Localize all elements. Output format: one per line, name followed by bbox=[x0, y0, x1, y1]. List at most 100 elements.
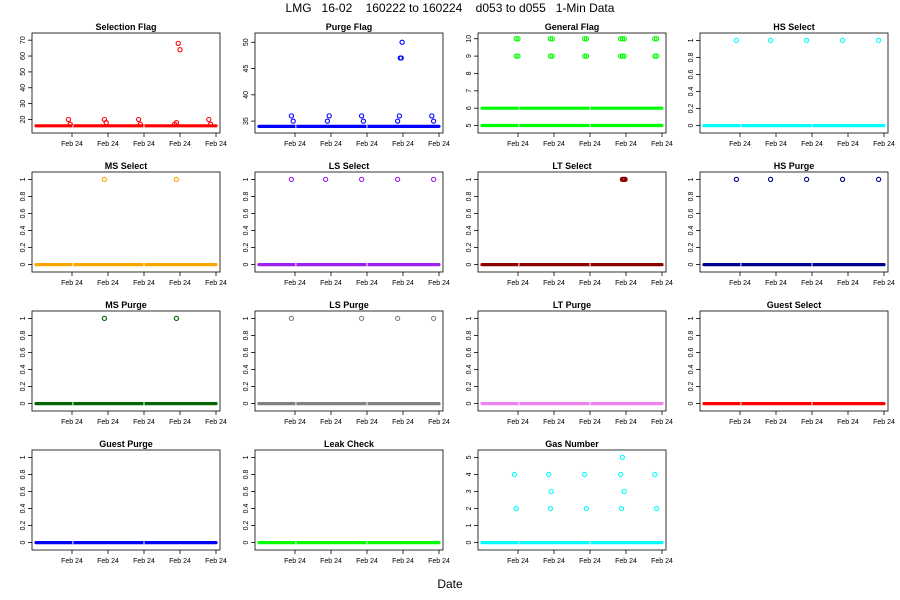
x-tick-label: Feb 24 bbox=[729, 419, 751, 426]
y-tick-label: 10 bbox=[466, 35, 473, 43]
data-point bbox=[288, 315, 295, 322]
y-tick-label: 0 bbox=[466, 263, 473, 267]
y-tick-label: 0.6 bbox=[243, 209, 250, 219]
x-tick-label: Feb 24 bbox=[801, 280, 823, 287]
panel-hs-select: HS Select 0 0.2 0.4 0.6 0.8 1 Feb 24 Feb 24 Feb 2… bbox=[688, 22, 895, 148]
x-tick-label: Feb 24 bbox=[729, 280, 751, 287]
x-tick-label: Feb 24 bbox=[392, 141, 414, 148]
y-tick-label: 9 bbox=[466, 54, 473, 58]
y-tick-label: 1 bbox=[20, 177, 27, 181]
plot-frame bbox=[477, 171, 667, 273]
panel-title: Leak Check bbox=[324, 439, 375, 449]
panel-title: Gas Number bbox=[545, 439, 599, 449]
y-tick-label: 0.8 bbox=[243, 191, 250, 201]
data-point bbox=[101, 176, 108, 183]
y-tick-label: 1 bbox=[243, 177, 250, 181]
panel-ls-select: LS Select 0 0.2 0.4 0.6 0.8 1 Feb 24 Feb 24 Feb 2… bbox=[243, 161, 450, 287]
x-tick-label: Feb 24 bbox=[729, 141, 751, 148]
x-tick-label: Feb 24 bbox=[543, 419, 565, 426]
data-point bbox=[206, 116, 212, 123]
y-tick-label: 0.4 bbox=[243, 504, 250, 514]
y-tick-label: 3 bbox=[466, 489, 473, 493]
y-tick-label: 0.6 bbox=[688, 348, 695, 358]
x-tick-label: Feb 24 bbox=[579, 141, 601, 148]
x-tick-label: Feb 24 bbox=[507, 141, 529, 148]
x-tick-label: Feb 24 bbox=[615, 558, 637, 565]
plot-frame bbox=[31, 449, 221, 551]
panel-ls-purge: LS Purge 0 0.2 0.4 0.6 0.8 1 Feb 24 Feb 24 Feb 24… bbox=[243, 300, 450, 426]
panel-title: HS Select bbox=[773, 22, 815, 32]
data-point bbox=[733, 176, 740, 183]
data-point bbox=[549, 53, 555, 59]
data-point bbox=[839, 37, 846, 44]
data-point bbox=[358, 113, 365, 119]
x-tick-label: Feb 24 bbox=[320, 558, 342, 565]
panel-title: MS Select bbox=[105, 161, 148, 171]
data-point bbox=[394, 315, 401, 322]
y-tick-label: 0.8 bbox=[243, 330, 250, 340]
data-point bbox=[622, 176, 628, 183]
x-tick-label: Feb 24 bbox=[133, 558, 155, 565]
y-tick-label: 0.8 bbox=[688, 191, 695, 201]
data-point bbox=[515, 53, 521, 59]
x-tick-label: Feb 24 bbox=[801, 141, 823, 148]
y-tick-label: 40 bbox=[243, 91, 250, 99]
data-point bbox=[618, 505, 625, 512]
x-tick-label: Feb 24 bbox=[651, 141, 673, 148]
data-point bbox=[399, 39, 405, 45]
y-tick-label: 7 bbox=[466, 89, 473, 93]
data-point bbox=[326, 113, 332, 119]
x-tick-label: Feb 24 bbox=[543, 141, 565, 148]
data-point bbox=[288, 113, 295, 119]
y-tick-label: 5 bbox=[466, 455, 473, 459]
y-tick-label: 40 bbox=[20, 84, 27, 92]
data-point bbox=[549, 36, 555, 42]
y-tick-label: 0.2 bbox=[688, 104, 695, 114]
y-tick-label: 50 bbox=[243, 38, 250, 46]
data-point bbox=[430, 118, 437, 124]
data-point bbox=[621, 53, 627, 59]
y-tick-label: 0 bbox=[243, 541, 250, 545]
data-point bbox=[767, 37, 774, 44]
x-tick-label: Feb 24 bbox=[320, 419, 342, 426]
panel-title: LS Select bbox=[329, 161, 370, 171]
y-tick-label: 1 bbox=[688, 38, 695, 42]
data-point bbox=[430, 315, 437, 322]
y-tick-label: 0.2 bbox=[688, 243, 695, 253]
y-tick-label: 1 bbox=[20, 316, 27, 320]
x-tick-label: Feb 24 bbox=[392, 558, 414, 565]
x-tick-label: Feb 24 bbox=[615, 419, 637, 426]
y-tick-label: 0.4 bbox=[688, 226, 695, 236]
data-point bbox=[173, 176, 180, 183]
x-tick-label: Feb 24 bbox=[428, 280, 450, 287]
y-tick-label: 0.4 bbox=[688, 87, 695, 97]
x-tick-label: Feb 24 bbox=[97, 419, 119, 426]
plot-frame bbox=[699, 171, 889, 273]
panel-ms-purge: MS Purge 0 0.2 0.4 0.6 0.8 1 Feb 24 Feb 24 Feb 24… bbox=[20, 300, 227, 426]
y-tick-label: 20 bbox=[20, 115, 27, 123]
y-tick-label: 45 bbox=[243, 65, 250, 73]
y-tick-label: 1 bbox=[243, 316, 250, 320]
plot-frame bbox=[477, 32, 667, 134]
data-point bbox=[548, 488, 554, 495]
y-tick-label: 50 bbox=[20, 68, 27, 76]
data-point bbox=[583, 36, 590, 42]
y-tick-label: 35 bbox=[243, 117, 250, 125]
x-tick-label: Feb 24 bbox=[284, 280, 306, 287]
x-tick-label: Feb 24 bbox=[651, 558, 673, 565]
panel-hs-purge: HS Purge 0 0.2 0.4 0.6 0.8 1 Feb 24 Feb 24 Feb 24… bbox=[688, 161, 895, 287]
y-tick-label: 0.4 bbox=[20, 504, 27, 514]
figure-title: LMG 16-02 160222 to 160224 d053 to d055 … bbox=[285, 1, 615, 15]
x-tick-label: Feb 24 bbox=[615, 280, 637, 287]
data-point bbox=[322, 176, 329, 183]
data-point bbox=[583, 53, 590, 59]
data-point bbox=[733, 37, 740, 44]
panel-ms-select: MS Select 0 0.2 0.4 0.6 0.8 1 Feb 24 Feb 24 Feb 2… bbox=[20, 161, 227, 287]
panel-title: HS Purge bbox=[774, 161, 815, 171]
panel-selection-flag: Selection Flag 20 30 40 50 60 70 Feb 24 Feb 24 Fe… bbox=[20, 22, 227, 148]
x-tick-label: Feb 24 bbox=[356, 419, 378, 426]
y-tick-label: 0 bbox=[688, 124, 695, 128]
panel-title: General Flag bbox=[545, 22, 600, 32]
y-tick-label: 2 bbox=[466, 506, 473, 510]
data-point bbox=[583, 505, 590, 512]
